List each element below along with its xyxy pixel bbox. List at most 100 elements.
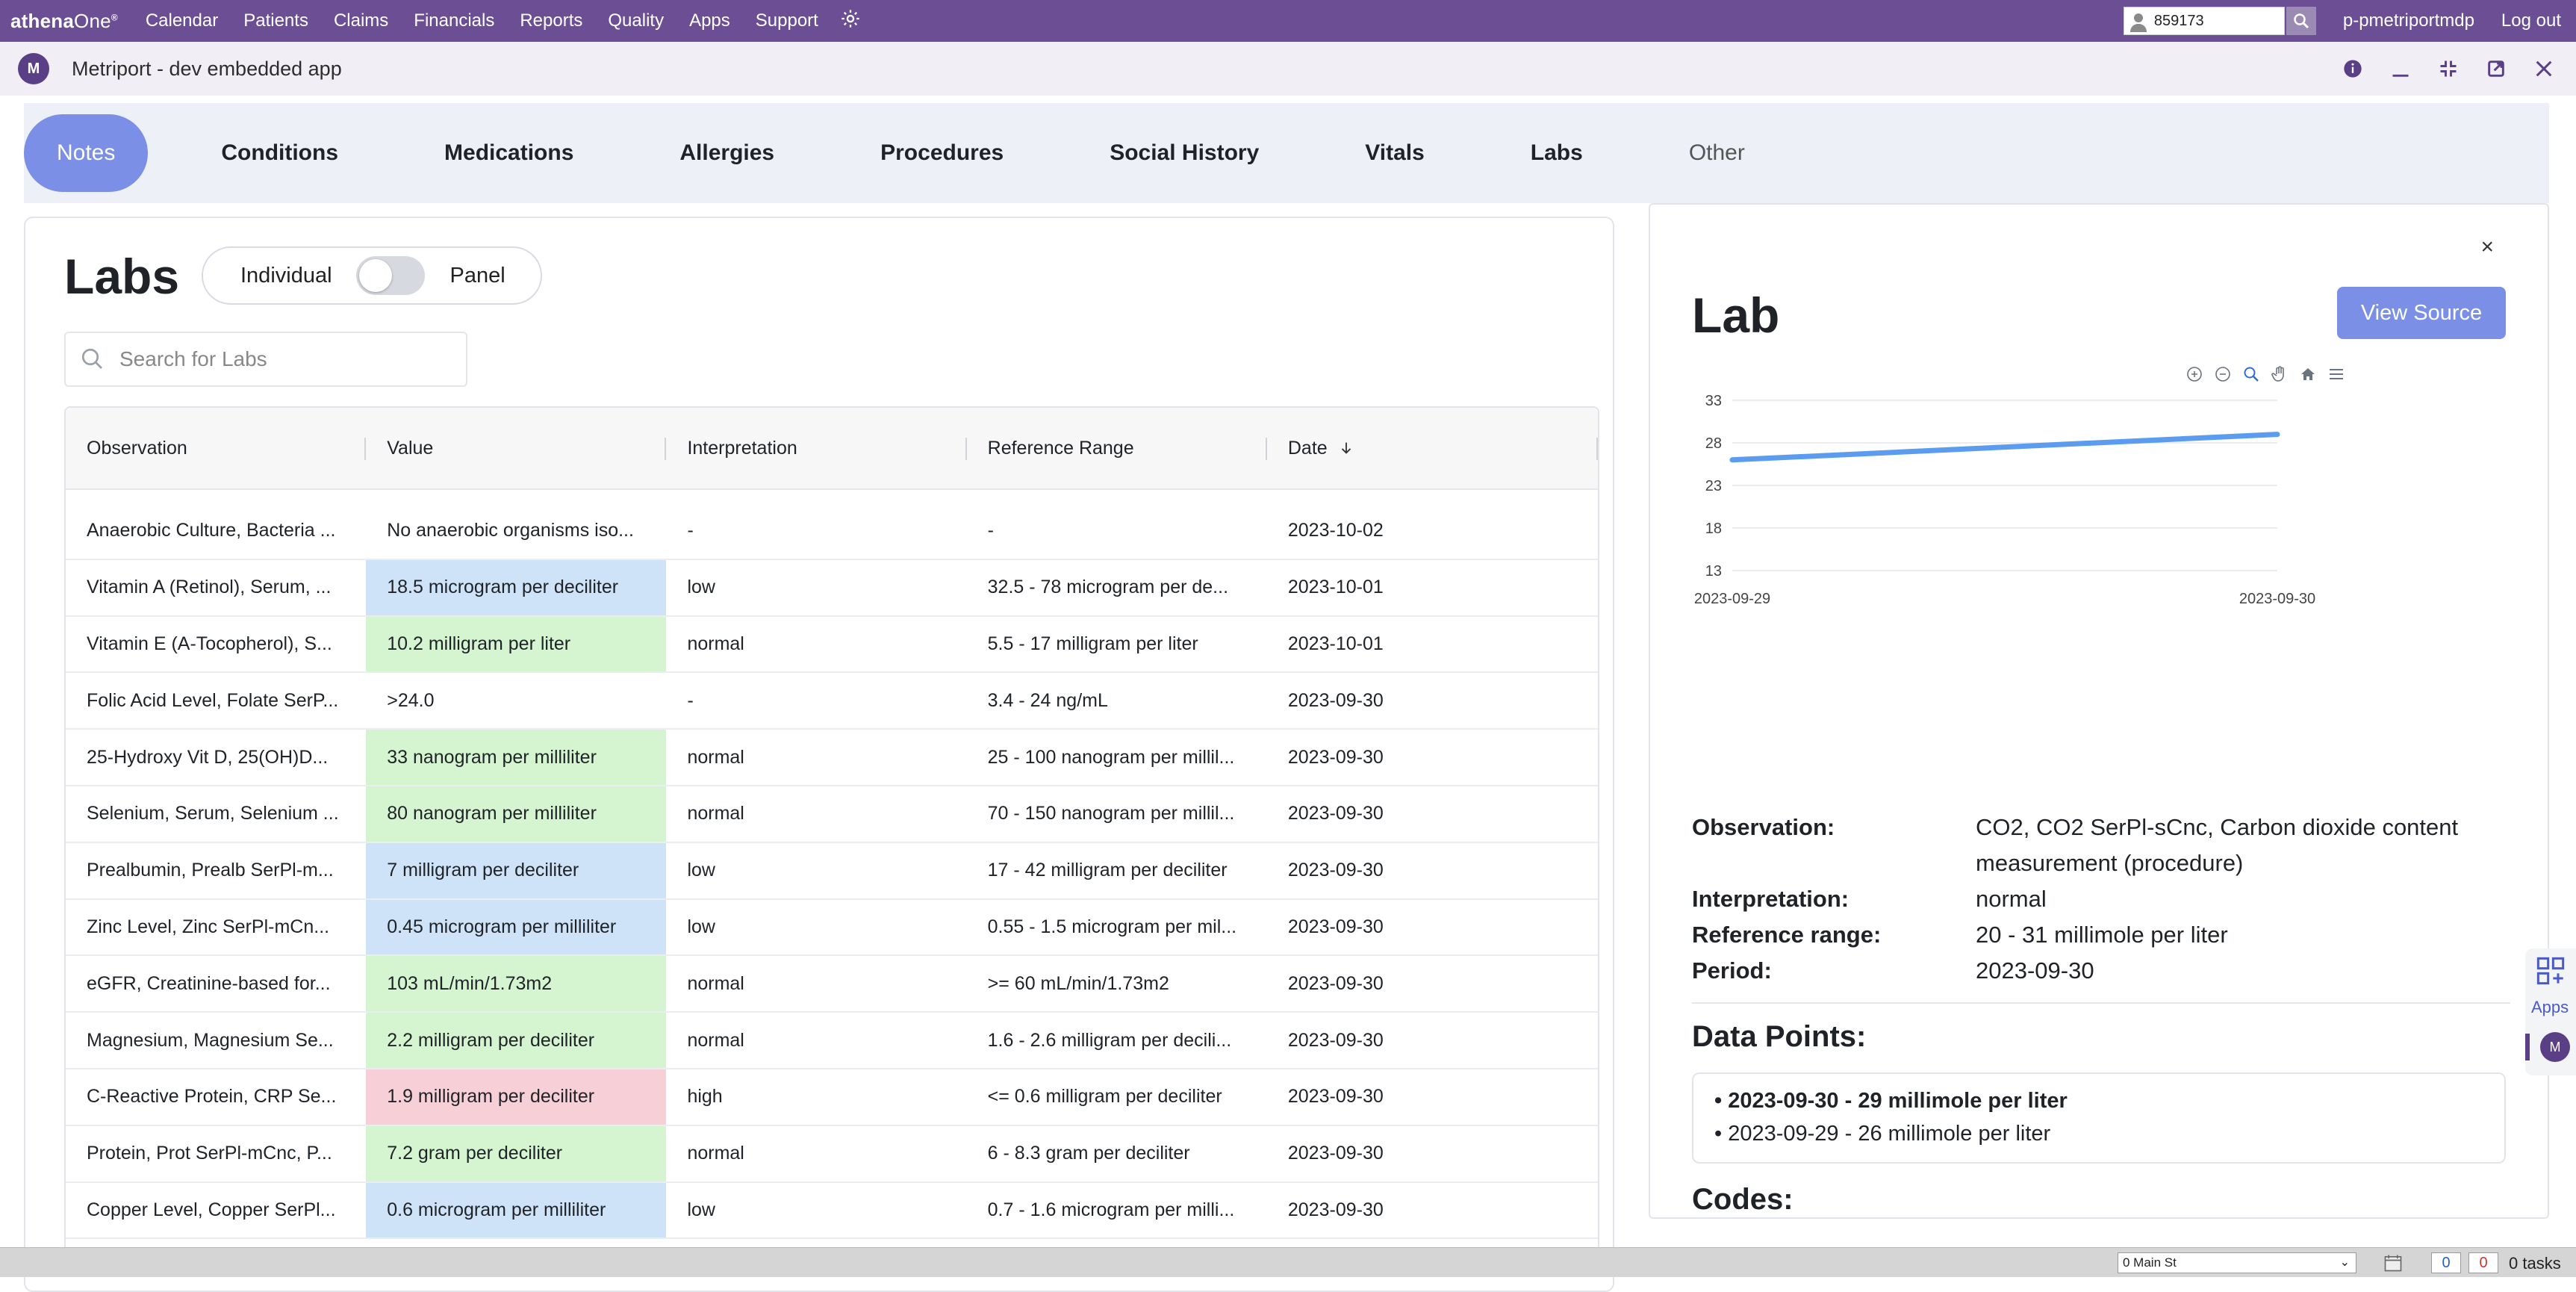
cell-date: 2023-09-30 xyxy=(1287,1029,1384,1051)
table-row[interactable]: Selenium, Serum, Selenium ... 80 nanogram… xyxy=(66,786,1598,843)
column-header-date[interactable]: Date xyxy=(1267,408,1598,488)
location-select[interactable]: 0 Main St ⌄ xyxy=(2118,1252,2356,1273)
table-row[interactable]: Vitamin E (A-Tocopherol), S... 10.2 milli… xyxy=(66,616,1598,674)
zoom-out-icon[interactable] xyxy=(2212,363,2234,385)
tab-notes[interactable]: Notes xyxy=(24,114,149,192)
minimize-icon[interactable] xyxy=(2389,58,2412,80)
cell-reference-range: 17 - 42 milligram per deciliter xyxy=(987,860,1228,881)
column-header-reference-range[interactable]: Reference Range xyxy=(967,408,1268,488)
field-value-observation: CO2, CO2 SerPl-sCnc, Carbon dioxide cont… xyxy=(1976,814,2459,876)
cell-interpretation: low xyxy=(687,916,715,937)
column-header-observation[interactable]: Observation xyxy=(66,408,367,488)
sort-down-arrow-icon[interactable] xyxy=(1338,440,1354,456)
inbox-count-badge[interactable]: 0 xyxy=(2431,1252,2461,1273)
cell-observation: Copper Level, Copper SerPl... xyxy=(87,1199,336,1220)
cell-value: 10.2 milligram per liter xyxy=(366,616,667,672)
patient-search-field[interactable]: 859173 xyxy=(2123,7,2285,35)
y-tick-label: 23 xyxy=(1705,478,1722,494)
tab-other[interactable]: Other xyxy=(1688,140,1745,165)
tab-procedures[interactable]: Procedures xyxy=(880,140,1004,165)
data-points-title: Data Points: xyxy=(1692,1020,1867,1053)
tab-medications[interactable]: Medications xyxy=(444,140,574,165)
apps-grid-icon[interactable] xyxy=(2536,956,2566,986)
column-header-interpretation[interactable]: Interpretation xyxy=(666,408,967,488)
column-header-value[interactable]: Value xyxy=(366,408,667,488)
view-source-button[interactable]: View Source xyxy=(2337,287,2506,339)
alert-count-badge[interactable]: 0 xyxy=(2468,1252,2498,1273)
tab-labs[interactable]: Labs xyxy=(1530,140,1583,165)
calendar-icon[interactable] xyxy=(2382,1252,2404,1273)
apps-label: Apps xyxy=(2531,998,2569,1016)
cell-date: 2023-09-30 xyxy=(1287,1086,1384,1108)
zoom-in-icon[interactable] xyxy=(2183,363,2206,385)
person-icon xyxy=(2127,10,2150,32)
table-row[interactable]: Zinc Level, Zinc SerPl-mCn... 0.45 microg… xyxy=(66,899,1598,957)
gear-icon[interactable] xyxy=(840,8,861,34)
data-points-list: • 2023-09-30 - 29 millimole per liter • … xyxy=(1692,1072,2506,1164)
metriport-app-avatar[interactable]: M xyxy=(2540,1032,2570,1062)
reset-home-icon[interactable] xyxy=(2297,363,2319,385)
collapse-icon[interactable] xyxy=(2437,58,2460,80)
cell-observation: Protein, Prot SerPl-mCnc, P... xyxy=(87,1143,332,1164)
tab-allergies[interactable]: Allergies xyxy=(679,140,775,165)
cell-observation: Anaerobic Culture, Bacteria ... xyxy=(87,520,336,541)
data-point-text: 2023-09-29 - 26 millimole per liter xyxy=(1728,1122,2051,1146)
table-row[interactable]: eGFR, Creatinine-based for... 103 mL/min/… xyxy=(66,956,1598,1013)
toggle-label-panel[interactable]: Panel xyxy=(449,263,505,288)
toggle-label-individual[interactable]: Individual xyxy=(240,263,332,288)
toggle-switch[interactable] xyxy=(355,256,425,295)
cell-value: 1.9 milligram per deciliter xyxy=(366,1069,667,1125)
cell-reference-range: <= 0.6 milligram per deciliter xyxy=(987,1086,1222,1108)
labs-search-box xyxy=(64,332,467,387)
cell-interpretation: normal xyxy=(687,972,744,994)
lab-trend-chart: 13 18 23 28 33 2023-09-29 2023-09-30 xyxy=(1694,393,2315,607)
patient-search-button[interactable] xyxy=(2286,7,2316,35)
tab-social-history[interactable]: Social History xyxy=(1110,140,1260,165)
cell-reference-range: 5.5 - 17 milligram per liter xyxy=(987,633,1198,654)
pan-hand-icon[interactable] xyxy=(2268,363,2291,385)
nav-apps[interactable]: Apps xyxy=(689,10,730,31)
nav-financials[interactable]: Financials xyxy=(414,10,495,31)
series-line[interactable] xyxy=(1729,432,2280,463)
cell-date: 2023-10-02 xyxy=(1287,520,1384,541)
nav-patients[interactable]: Patients xyxy=(243,10,308,31)
nav-claims[interactable]: Claims xyxy=(333,10,389,31)
table-row[interactable]: Magnesium, Magnesium Se... 2.2 milligram … xyxy=(66,1013,1598,1069)
close-icon[interactable] xyxy=(2533,58,2555,80)
tasks-label[interactable]: 0 tasks xyxy=(2509,1254,2561,1273)
table-row[interactable]: Protein, Prot SerPl-mCnc, P... 7.2 gram p… xyxy=(66,1125,1598,1183)
labs-search-input[interactable] xyxy=(119,347,433,371)
table-row[interactable]: Folic Acid Level, Folate SerP... >24.0 - 3.… xyxy=(66,673,1598,730)
nav-calendar[interactable]: Calendar xyxy=(145,10,219,31)
app-avatar: M xyxy=(18,53,49,84)
cell-value: 103 mL/min/1.73m2 xyxy=(366,956,667,1012)
tab-conditions[interactable]: Conditions xyxy=(221,140,339,165)
table-row[interactable]: Copper Level, Copper SerPl... 0.6 microgr… xyxy=(66,1182,1598,1240)
selection-zoom-icon[interactable] xyxy=(2240,363,2262,385)
cell-observation: Vitamin A (Retinol), Serum, ... xyxy=(87,577,332,598)
nav-reports[interactable]: Reports xyxy=(520,10,583,31)
patient-id-value: 859173 xyxy=(2153,12,2204,29)
field-label-reference-range: Reference range: xyxy=(1692,922,1882,948)
table-row[interactable]: 25-Hydroxy Vit D, 25(OH)D... 33 nanogram … xyxy=(66,730,1598,786)
apps-dock[interactable]: Apps M xyxy=(2525,948,2576,1075)
table-row[interactable]: Anaerobic Culture, Bacteria ... No anaero… xyxy=(66,503,1598,560)
table-row[interactable]: C-Reactive Protein, CRP Se... 1.9 milligr… xyxy=(66,1069,1598,1126)
table-row[interactable]: Vitamin A (Retinol), Serum, ... 18.5 micr… xyxy=(66,559,1598,617)
nav-quality[interactable]: Quality xyxy=(608,10,665,31)
data-point-item: • 2023-09-29 - 26 millimole per liter xyxy=(1714,1122,2051,1146)
table-row[interactable]: Prealbumin, Prealb SerPl-m... 7 milligram… xyxy=(66,842,1598,900)
cell-interpretation: - xyxy=(687,520,694,541)
logout-link[interactable]: Log out xyxy=(2501,10,2561,31)
tab-vitals[interactable]: Vitals xyxy=(1365,140,1425,165)
cell-date: 2023-09-30 xyxy=(1287,972,1384,994)
user-name-link[interactable]: p-pmetriportmdp xyxy=(2342,10,2474,31)
popout-icon[interactable] xyxy=(2485,58,2507,80)
info-icon[interactable] xyxy=(2342,58,2364,80)
detail-close-button[interactable]: × xyxy=(2480,235,2494,259)
menu-icon[interactable] xyxy=(2325,363,2348,385)
cell-reference-range: 6 - 8.3 gram per deciliter xyxy=(987,1143,1190,1164)
cell-reference-range: 3.4 - 24 ng/mL xyxy=(987,689,1108,711)
athena-logo[interactable]: athenaOne® xyxy=(10,10,118,33)
nav-support[interactable]: Support xyxy=(755,10,818,31)
